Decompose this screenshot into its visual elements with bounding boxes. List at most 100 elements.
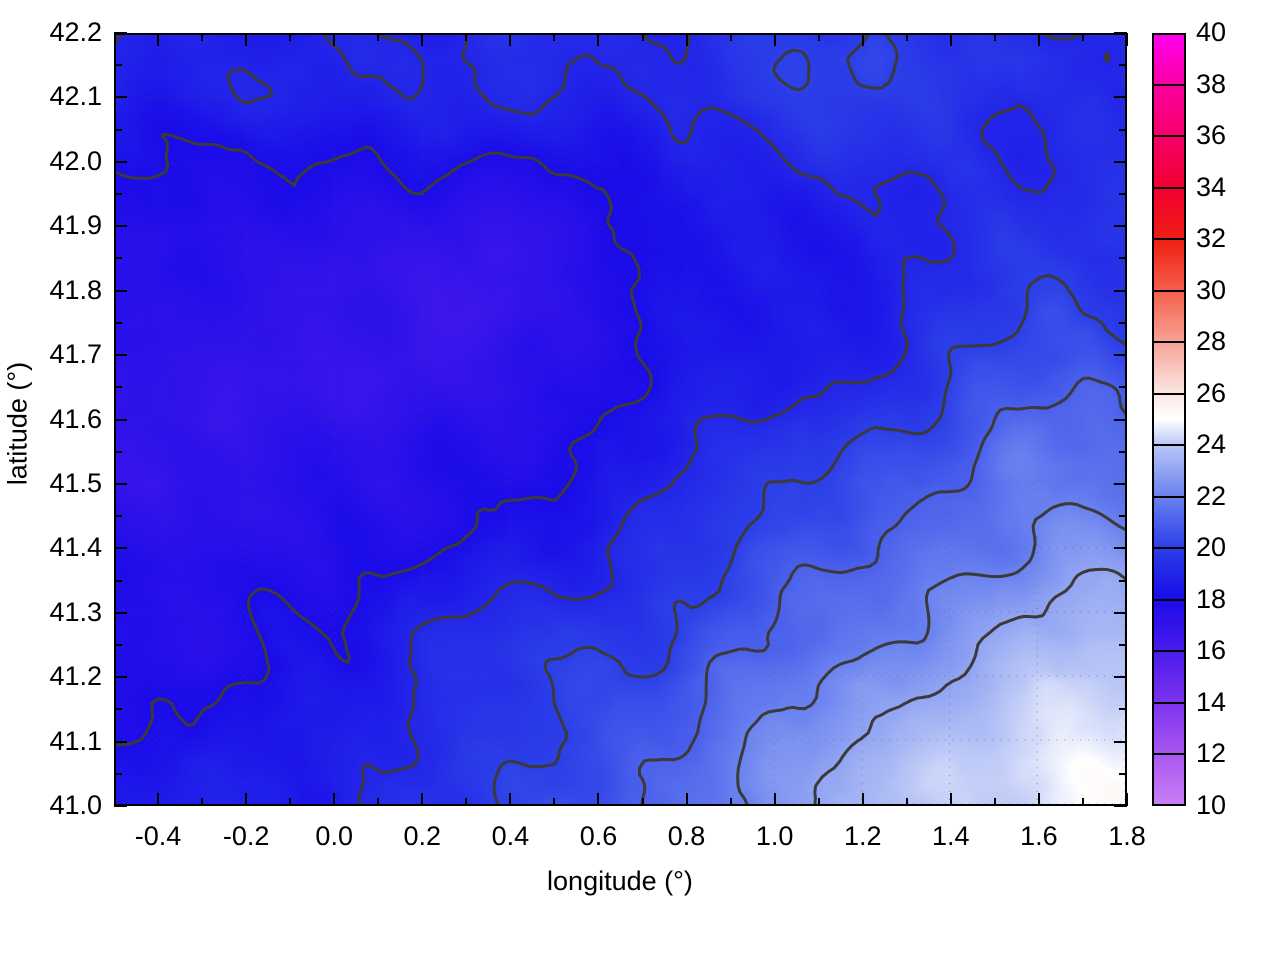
y-axis-title: latitude (°)	[2, 361, 33, 486]
y-axis-tick-label: 42.2	[49, 17, 102, 47]
x-axis-tick-major	[949, 793, 952, 806]
x-axis-tick-label: 0.4	[491, 821, 530, 851]
y-axis-tick-label: 41.7	[49, 339, 102, 370]
colorbar-tick	[1152, 238, 1186, 241]
x-axis-tick-minor	[817, 798, 820, 806]
x-axis-tick-minor-top	[817, 33, 820, 41]
colorbar-tick-label: 38	[1196, 68, 1227, 99]
colorbar-tick-label: 12	[1196, 738, 1227, 769]
y-axis-tick-label: 41.5	[49, 467, 102, 498]
y-axis-tick-minor	[114, 450, 122, 453]
x-axis-tick-minor-top	[553, 33, 556, 41]
x-axis-tick-major-top	[421, 33, 424, 46]
y-axis-tick-major-right	[1114, 482, 1127, 485]
y-axis-tick-major-right	[1114, 805, 1127, 807]
y-axis-tick-major	[114, 676, 127, 679]
x-axis-tick-major-top	[773, 33, 776, 46]
colorbar-tick	[1152, 701, 1186, 704]
y-axis-tick-minor-right	[1119, 64, 1127, 67]
x-axis-tick-minor-top	[465, 33, 468, 41]
y-axis-tick-major	[114, 289, 127, 292]
x-axis-tick-major-top	[861, 33, 864, 46]
y-axis-tick-major-right	[1114, 611, 1127, 614]
x-axis-tick-label: 0.2	[403, 821, 442, 851]
colorbar-tick	[1152, 547, 1186, 550]
x-axis-tick-major	[1037, 793, 1040, 806]
x-axis-tick-minor-top	[993, 33, 996, 41]
y-axis-tick-major	[114, 740, 127, 743]
colorbar-tick-label: 32	[1196, 223, 1227, 254]
x-axis-tick-major-top	[685, 33, 688, 46]
y-axis-tick-major	[114, 805, 127, 807]
colorbar-tick	[1152, 598, 1186, 601]
y-axis-tick-minor	[114, 515, 122, 518]
y-axis-tick-major-right	[1114, 160, 1127, 163]
y-axis-tick-label: 42.1	[49, 81, 102, 112]
y-axis-tick-minor-right	[1119, 515, 1127, 518]
y-axis-tick-minor	[114, 257, 122, 260]
y-axis-tick-label: 41.0	[49, 790, 102, 820]
x-axis-tick-major-top	[1126, 33, 1128, 46]
y-axis-tick-major-right	[1114, 289, 1127, 292]
colorbar-tick-label: 34	[1196, 171, 1227, 202]
y-axis-tick-major-right	[1114, 547, 1127, 550]
y-axis-tick-minor	[114, 386, 122, 389]
y-axis-tick-label: 41.1	[49, 725, 102, 756]
y-axis-tick-minor	[114, 128, 122, 131]
x-axis-tick-major	[597, 793, 600, 806]
y-axis-tick-major	[114, 160, 127, 163]
x-axis-tick-minor-top	[1081, 33, 1084, 41]
x-axis-tick-major	[773, 793, 776, 806]
x-axis-tick-label: -0.2	[222, 821, 270, 851]
y-axis-tick-label: 41.6	[49, 403, 102, 434]
x-axis-tick-label: 1.0	[755, 821, 794, 851]
colorbar-tick	[1152, 186, 1186, 189]
x-axis-tick-minor	[553, 798, 556, 806]
colorbar-tick-label: 28	[1196, 326, 1227, 357]
y-axis-tick-major	[114, 32, 127, 34]
colorbar-tick	[1152, 392, 1186, 395]
x-axis-title: longitude (°)	[547, 866, 693, 896]
colorbar-tick-label: 14	[1196, 686, 1227, 717]
x-axis-tick-label: 0.8	[667, 821, 706, 851]
y-axis-tick-label: 41.4	[49, 532, 102, 563]
x-axis-tick-minor	[201, 798, 204, 806]
y-axis-tick-major	[114, 482, 127, 485]
y-axis-tick-minor	[114, 643, 122, 646]
colorbar-tick	[1152, 495, 1186, 498]
colorbar-tick-label: 16	[1196, 635, 1227, 666]
colorbar-tick	[1152, 341, 1186, 344]
x-axis-tick-major	[509, 793, 512, 806]
x-axis-tick-label: -0.4	[134, 821, 182, 851]
x-axis-tick-minor	[729, 798, 732, 806]
x-axis-tick-major	[245, 793, 248, 806]
colorbar-gradient	[1154, 35, 1184, 804]
y-axis-tick-major-right	[1114, 418, 1127, 421]
y-axis-tick-minor	[114, 579, 122, 582]
y-axis-tick-minor-right	[1119, 128, 1127, 131]
y-axis-tick-label: 42.0	[49, 145, 102, 176]
y-axis-tick-major-right	[1114, 740, 1127, 743]
colorbar-tick-label: 24	[1196, 429, 1227, 460]
y-axis-tick-major-right	[1114, 225, 1127, 228]
y-axis-tick-minor-right	[1119, 386, 1127, 389]
x-axis-tick-major-top	[333, 33, 336, 46]
x-axis-tick-major-top	[509, 33, 512, 46]
x-axis-tick-major	[685, 793, 688, 806]
y-axis-tick-minor-right	[1119, 193, 1127, 196]
colorbar-tick	[1152, 753, 1186, 756]
x-axis-tick-major	[421, 793, 424, 806]
y-axis-tick-minor-right	[1119, 643, 1127, 646]
colorbar-tick-label: 22	[1196, 480, 1227, 511]
x-axis-tick-major	[333, 793, 336, 806]
y-axis-tick-minor-right	[1119, 772, 1127, 775]
colorbar-tick	[1152, 650, 1186, 653]
x-axis-tick-label: 1.8	[1108, 821, 1146, 851]
y-axis-tick-major-right	[1114, 32, 1127, 34]
x-axis-tick-label: 1.6	[1020, 821, 1058, 851]
y-axis-tick-label: 41.3	[49, 596, 102, 627]
colorbar-tick-label: 20	[1196, 532, 1227, 563]
y-axis-tick-major	[114, 225, 127, 228]
y-axis-tick-minor	[114, 708, 122, 711]
